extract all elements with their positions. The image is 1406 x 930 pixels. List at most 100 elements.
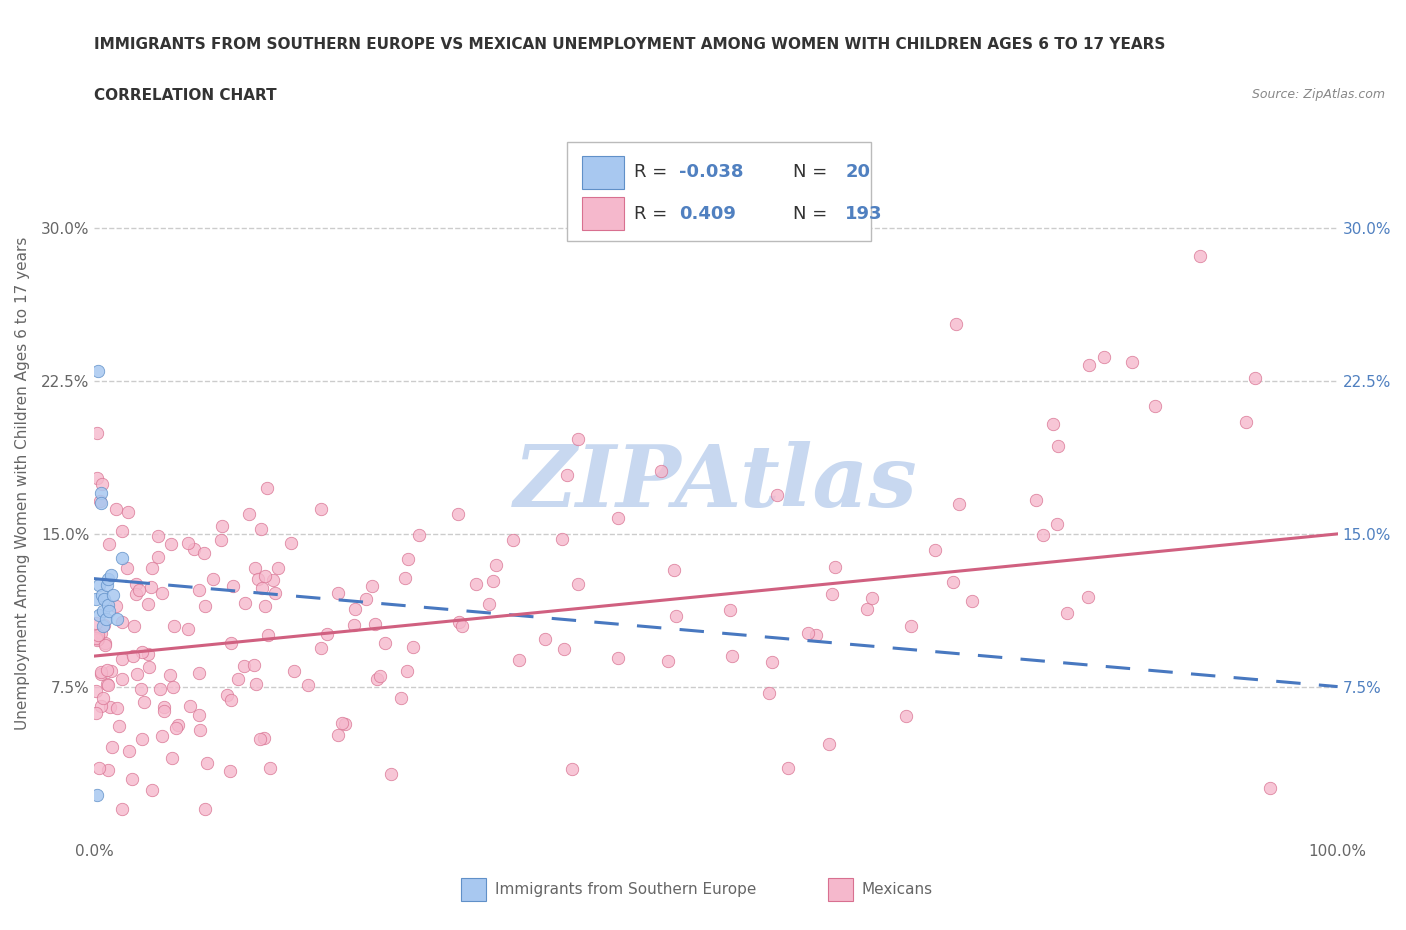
Point [141, 561, 163, 576]
Point [249, 731, 271, 746]
Point [105, 501, 128, 516]
Point [94, 612, 117, 627]
Point [96, 677, 118, 692]
Point [86, 628, 108, 643]
Point [1092, 350, 1115, 365]
Point [1032, 527, 1054, 542]
Point [942, 575, 965, 590]
Point [136, 597, 159, 612]
Point [804, 628, 827, 643]
Point [90, 588, 112, 603]
Point [960, 594, 983, 609]
Point [394, 571, 416, 586]
Point [111, 524, 134, 538]
Point [105, 612, 128, 627]
Point [101, 588, 124, 603]
Text: ZIPAtlas: ZIPAtlas [515, 441, 918, 525]
Point [98, 699, 121, 714]
Point [720, 648, 742, 663]
Text: CORRELATION CHART: CORRELATION CHART [94, 88, 277, 103]
Point [900, 618, 922, 633]
Point [84, 706, 107, 721]
Text: R =: R = [634, 205, 668, 222]
Point [257, 628, 280, 643]
Point [280, 536, 302, 551]
Point [136, 646, 159, 661]
Point [87, 364, 110, 379]
Point [226, 671, 249, 686]
Point [96, 578, 118, 592]
Point [139, 579, 162, 594]
Point [551, 531, 574, 546]
Point [222, 578, 245, 593]
Point [201, 571, 224, 586]
Point [253, 599, 276, 614]
Point [1143, 399, 1166, 414]
Point [90, 496, 112, 511]
Point [188, 582, 211, 597]
Text: 20: 20 [845, 164, 870, 181]
Point [97, 763, 120, 777]
Point [218, 764, 240, 778]
Point [246, 572, 269, 587]
Point [91, 618, 114, 633]
Point [89, 493, 111, 508]
Y-axis label: Unemployment Among Women with Children Ages 6 to 17 years: Unemployment Among Women with Children A… [15, 236, 30, 730]
Point [101, 739, 124, 754]
Point [555, 468, 578, 483]
Point [389, 691, 412, 706]
Point [283, 664, 305, 679]
Point [121, 772, 143, 787]
Point [194, 599, 217, 614]
Point [91, 691, 114, 706]
Point [150, 728, 173, 743]
Point [380, 767, 402, 782]
Point [183, 541, 205, 556]
Point [259, 761, 281, 776]
Point [86, 426, 108, 441]
Point [465, 577, 488, 591]
Point [159, 668, 181, 683]
Point [153, 703, 176, 718]
Point [98, 604, 121, 618]
Point [128, 582, 150, 597]
Point [252, 580, 274, 595]
FancyBboxPatch shape [582, 156, 624, 189]
Point [86, 632, 108, 647]
Point [111, 652, 134, 667]
Point [97, 571, 120, 586]
Point [262, 572, 284, 587]
Point [89, 608, 111, 623]
Point [105, 700, 128, 715]
Point [162, 751, 184, 765]
Point [90, 667, 112, 682]
Text: N =: N = [793, 164, 827, 181]
Point [1047, 439, 1070, 454]
Point [332, 716, 354, 731]
Point [607, 511, 630, 525]
Point [209, 533, 232, 548]
Point [219, 693, 242, 708]
Point [129, 682, 152, 697]
Point [89, 761, 111, 776]
Text: Immigrants from Southern Europe: Immigrants from Southern Europe [495, 882, 756, 897]
Point [776, 761, 799, 776]
Point [533, 631, 555, 646]
Point [1056, 606, 1078, 621]
Point [316, 627, 339, 642]
Point [160, 537, 183, 551]
Point [485, 557, 508, 572]
Point [162, 618, 184, 633]
Point [87, 631, 110, 646]
Point [253, 569, 276, 584]
Point [309, 501, 332, 516]
Text: 0.409: 0.409 [679, 205, 735, 222]
Point [194, 802, 217, 817]
Point [446, 507, 468, 522]
Point [100, 663, 122, 678]
Point [93, 635, 115, 650]
Point [111, 671, 134, 686]
Point [665, 608, 688, 623]
Point [90, 477, 112, 492]
Point [111, 615, 134, 630]
